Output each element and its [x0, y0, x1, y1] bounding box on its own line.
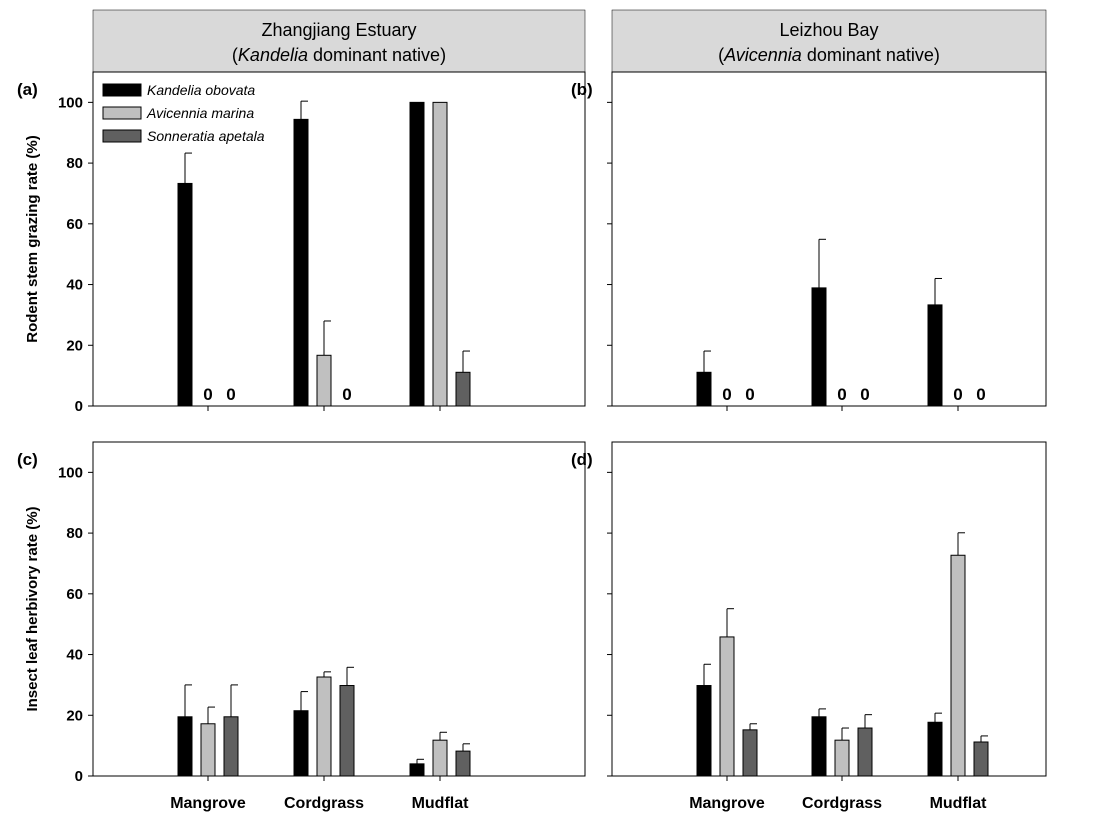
y-tick-label: 80	[66, 525, 83, 542]
zero-value-label: 0	[722, 385, 731, 404]
zero-value-label: 0	[745, 385, 754, 404]
bar-kandelia-obovata-mangrove	[696, 685, 712, 777]
panel-d: Mangrove Cordgrass Mudflat (d)	[571, 441, 1047, 812]
bar-kandelia-obovata-cordgrass	[811, 287, 827, 407]
bar-sonneratia-apetala-cordgrass	[339, 685, 355, 777]
y-tick-label: 20	[66, 337, 83, 354]
y-tick-label: 0	[75, 398, 83, 415]
header-left-line1: Zhangjiang Estuary	[261, 20, 416, 40]
bar-avicennia-marina-mudflat	[432, 101, 448, 407]
legend-label-sonneratia-apetala: Sonneratia apetala	[147, 128, 265, 144]
bar-kandelia-obovata-mangrove	[177, 182, 193, 407]
plot-frame	[92, 71, 586, 407]
category-label-mudflat: Mudflat	[412, 795, 470, 812]
panel-c: 0 20 40 60 80 100 Mangrove Cordgrass Mudflat Inse…	[17, 441, 586, 812]
bar-avicennia-marina-mudflat	[432, 739, 448, 777]
zero-value-label: 0	[953, 385, 962, 404]
y-tick-label: 0	[75, 768, 83, 785]
legend-swatch-sonneratia-apetala	[102, 129, 142, 143]
bar-kandelia-obovata-mangrove	[696, 371, 712, 407]
y-tick-label: 60	[66, 586, 83, 603]
category-label-mangrove: Mangrove	[170, 795, 246, 812]
zero-value-label: 0	[226, 385, 235, 404]
panel-a: 0 20 40 60 80 100 Rodent stem grazing rate (%)…	[17, 71, 586, 415]
zero-value-label: 0	[342, 385, 351, 404]
category-label-mangrove: Mangrove	[689, 795, 765, 812]
bar-avicennia-marina-mangrove	[719, 636, 735, 777]
y-axis-label: Rodent stem grazing rate (%)	[24, 135, 41, 343]
bar-sonneratia-apetala-mudflat	[455, 371, 471, 407]
header-right-bg	[611, 9, 1047, 73]
header-left-bg	[92, 9, 586, 73]
bar-avicennia-marina-cordgrass	[834, 739, 850, 777]
y-axis-label: Insect leaf herbivory rate (%)	[24, 506, 41, 711]
header-right-line2: (Avicennia dominant native)	[718, 45, 940, 65]
zero-value-label: 0	[860, 385, 869, 404]
panel-label: (c)	[17, 450, 38, 469]
legend-swatch-avicennia-marina	[102, 106, 142, 120]
y-tick-label: 40	[66, 277, 83, 294]
panel-label: (b)	[571, 80, 593, 99]
category-label-cordgrass: Cordgrass	[284, 795, 364, 812]
header-right-line1: Leizhou Bay	[779, 20, 878, 40]
bar-sonneratia-apetala-cordgrass	[857, 727, 873, 777]
legend-swatch-kandelia-obovata	[102, 83, 142, 97]
panel-b: (b)0 0 00 0 0	[571, 71, 1047, 411]
category-label-cordgrass: Cordgrass	[802, 795, 882, 812]
y-tick-label: 60	[66, 216, 83, 233]
y-tick-label: 80	[66, 155, 83, 172]
bar-avicennia-marina-mangrove	[200, 723, 216, 777]
bar-kandelia-obovata-cordgrass	[293, 710, 309, 777]
y-tick-label: 40	[66, 647, 83, 664]
legend-label-avicennia-marina: Avicennia marina	[146, 105, 254, 121]
header-left-line2: (Kandelia dominant native)	[232, 45, 446, 65]
plot-frame	[611, 71, 1047, 407]
zero-value-label: 0	[203, 385, 212, 404]
header-left: Zhangjiang Estuary (Kandelia dominant na…	[92, 9, 586, 73]
y-tick-label: 20	[66, 707, 83, 724]
bar-avicennia-marina-mudflat	[950, 554, 966, 777]
bar-kandelia-obovata-cordgrass	[811, 716, 827, 777]
y-tick-label: 100	[58, 94, 83, 111]
plot-frame	[92, 441, 586, 777]
bar-sonneratia-apetala-mangrove	[742, 729, 758, 777]
bar-kandelia-obovata-mudflat	[927, 304, 943, 407]
category-label-mudflat: Mudflat	[930, 795, 988, 812]
legend-label-kandelia-obovata: Kandelia obovata	[147, 82, 255, 98]
panel-label: (d)	[571, 450, 593, 469]
bar-avicennia-marina-cordgrass	[316, 676, 332, 777]
bar-kandelia-obovata-mudflat	[409, 763, 425, 777]
zero-value-label: 0	[976, 385, 985, 404]
bar-kandelia-obovata-cordgrass	[293, 118, 309, 407]
bar-sonneratia-apetala-mudflat	[973, 741, 989, 777]
bar-avicennia-marina-cordgrass	[316, 354, 332, 407]
plot-frame	[611, 441, 1047, 777]
bar-kandelia-obovata-mudflat	[927, 721, 943, 777]
bar-sonneratia-apetala-mudflat	[455, 750, 471, 777]
panel-label: (a)	[17, 80, 38, 99]
bar-kandelia-obovata-mangrove	[177, 716, 193, 777]
bar-kandelia-obovata-mudflat	[409, 101, 425, 407]
zero-value-label: 0	[837, 385, 846, 404]
header-right: Leizhou Bay (Avicennia dominant native)	[611, 9, 1047, 73]
y-tick-label: 100	[58, 464, 83, 481]
bar-sonneratia-apetala-mangrove	[223, 716, 239, 777]
